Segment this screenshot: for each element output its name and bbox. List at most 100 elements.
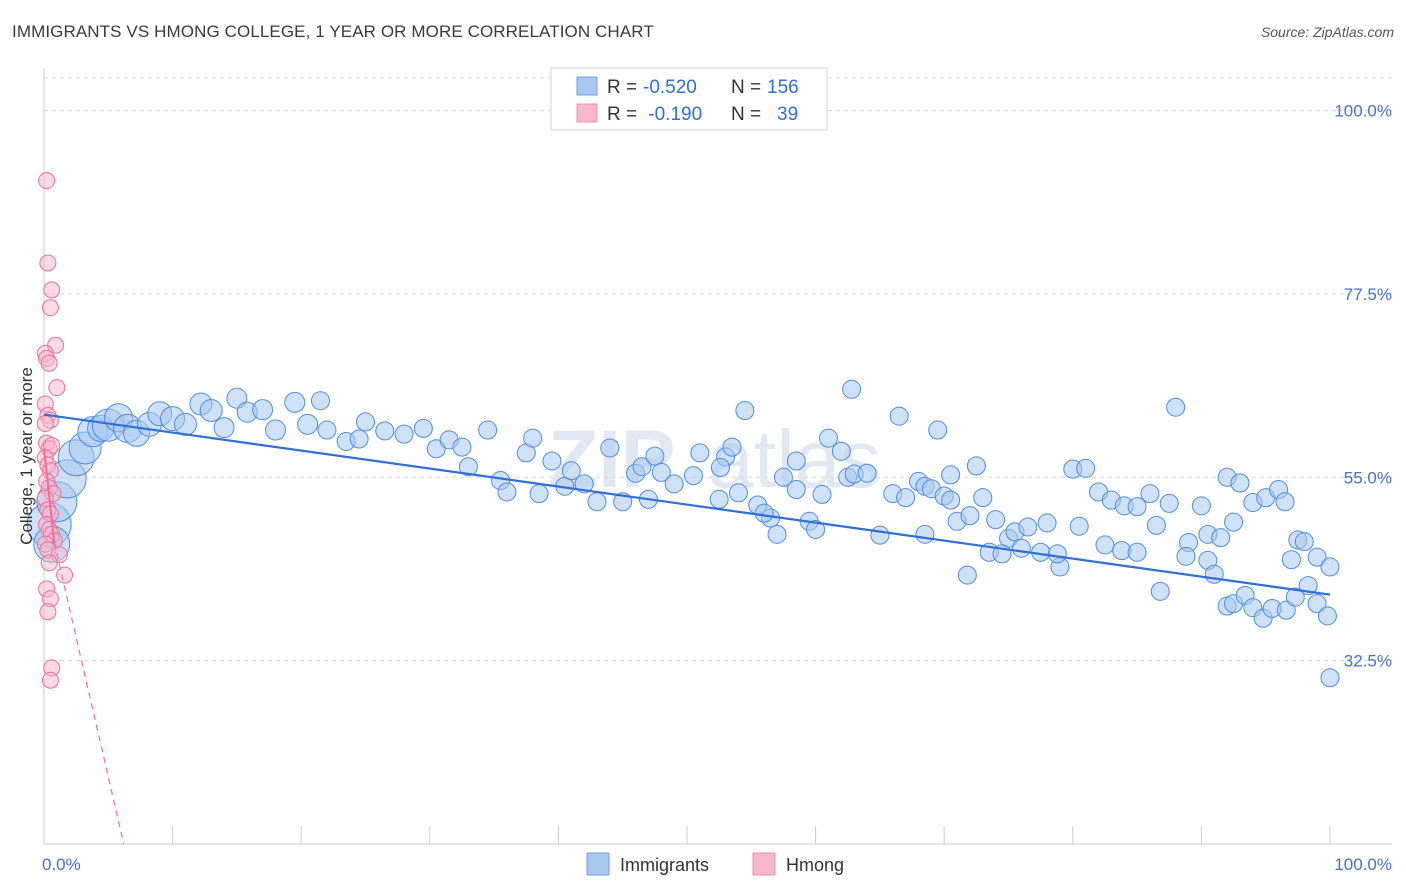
immigrants-point — [1047, 544, 1067, 564]
y-tick-labels: 32.5% 55.0% 77.5% 100.0% — [1334, 102, 1392, 671]
legend-n-label-2: N = — [731, 104, 761, 125]
hmong-point — [41, 299, 59, 317]
immigrants-point — [394, 424, 414, 444]
immigrants-point — [1011, 538, 1031, 558]
immigrants-point — [1076, 458, 1096, 478]
immigrants-point — [458, 457, 478, 477]
immigrants-trend-line — [43, 413, 1331, 596]
bottom-legend-hmong: Hmong — [786, 855, 844, 875]
legend-n-value-1: 156 — [767, 77, 799, 98]
immigrants-point — [1176, 546, 1196, 566]
immigrants-point — [754, 503, 774, 523]
legend-n-value-2: 39 — [777, 104, 798, 125]
stats-legend: R = -0.520 N = 156 R = -0.190 N = 39 — [550, 67, 828, 131]
immigrants-point — [889, 406, 909, 426]
immigrants-point — [806, 519, 826, 539]
immigrants-point — [478, 420, 498, 440]
hmong-trend-line — [43, 448, 56, 543]
immigrants-point — [645, 446, 665, 466]
immigrants-point — [1140, 484, 1160, 504]
immigrants-point — [1307, 547, 1327, 567]
immigrants-point — [1150, 581, 1170, 601]
immigrants-point — [1159, 493, 1179, 513]
immigrants-point — [284, 391, 306, 413]
hmong-point — [41, 671, 59, 689]
immigrants-point — [915, 524, 935, 544]
immigrants-point — [842, 379, 862, 399]
immigrants-point — [1095, 535, 1115, 555]
hmong-point — [48, 379, 66, 397]
immigrants-point — [1211, 528, 1231, 548]
immigrants-point — [1204, 564, 1224, 584]
y-tick-label: 100.0% — [1334, 102, 1392, 121]
hmong-point — [40, 554, 58, 572]
immigrants-point — [773, 467, 793, 487]
immigrants-point — [252, 399, 274, 421]
immigrants-point — [1230, 473, 1250, 493]
immigrants-point — [1018, 517, 1038, 537]
immigrants-point — [722, 437, 742, 457]
immigrants-point — [683, 466, 703, 486]
immigrants-point — [957, 565, 977, 585]
immigrants-point — [857, 463, 877, 483]
immigrants-point — [1224, 512, 1244, 532]
immigrants-point — [1069, 516, 1089, 536]
immigrants-point — [960, 506, 980, 526]
immigrants-point — [173, 412, 197, 436]
immigrants-point — [264, 419, 286, 441]
immigrants-point — [1275, 492, 1295, 512]
legend-r-value-2: -0.190 — [643, 104, 702, 125]
immigrants-point — [786, 480, 806, 500]
immigrants-point — [413, 418, 433, 438]
immigrants-point — [690, 443, 710, 463]
x-tick-label: 0.0% — [42, 855, 81, 874]
immigrants-point — [375, 421, 395, 441]
immigrants-point — [1276, 600, 1296, 620]
immigrants-point — [529, 484, 549, 504]
immigrants-point — [199, 398, 223, 422]
hmong-point — [36, 415, 54, 433]
immigrants-point — [574, 474, 594, 494]
immigrants-point — [966, 456, 986, 476]
immigrants-point — [928, 420, 948, 440]
legend-swatch-immigrants — [576, 76, 598, 96]
immigrants-point — [812, 484, 832, 504]
immigrants-point — [1294, 532, 1314, 552]
immigrants-point — [818, 428, 838, 448]
immigrants-point — [1320, 557, 1340, 577]
immigrants-point — [1320, 668, 1340, 688]
immigrants-point — [349, 429, 369, 449]
hmong-point — [38, 172, 56, 190]
bottom-legend-swatch-immigrants — [586, 852, 610, 876]
immigrants-points — [26, 379, 1340, 688]
immigrants-point — [728, 483, 748, 503]
immigrants-point — [587, 492, 607, 512]
x-tick-label: 100.0% — [1334, 855, 1392, 874]
legend-r-label-1: R = — [607, 77, 637, 98]
immigrants-point — [767, 524, 787, 544]
legend-r-value-1: -0.520 — [643, 77, 697, 98]
immigrants-point — [1307, 594, 1327, 614]
immigrants-point — [600, 438, 620, 458]
immigrants-point — [1166, 397, 1186, 417]
legend-swatch-hmong — [576, 103, 598, 123]
gridlines — [44, 77, 1392, 662]
immigrants-point — [310, 391, 330, 411]
immigrants-point — [709, 489, 729, 509]
immigrants-point — [1191, 496, 1211, 516]
immigrants-point — [317, 420, 337, 440]
y-tick-label: 32.5% — [1344, 652, 1392, 671]
immigrants-point — [973, 488, 993, 508]
immigrants-point — [561, 461, 581, 481]
legend-n-label-1: N = — [731, 77, 761, 98]
immigrants-point — [710, 458, 730, 478]
immigrants-point — [941, 465, 961, 485]
hmong-point — [39, 603, 57, 621]
immigrants-point — [1317, 606, 1337, 626]
immigrants-point — [896, 488, 916, 508]
series-legend: Immigrants Hmong — [586, 852, 844, 876]
y-tick-label: 77.5% — [1344, 285, 1392, 304]
immigrants-point — [632, 457, 652, 477]
immigrants-point — [1146, 515, 1166, 535]
